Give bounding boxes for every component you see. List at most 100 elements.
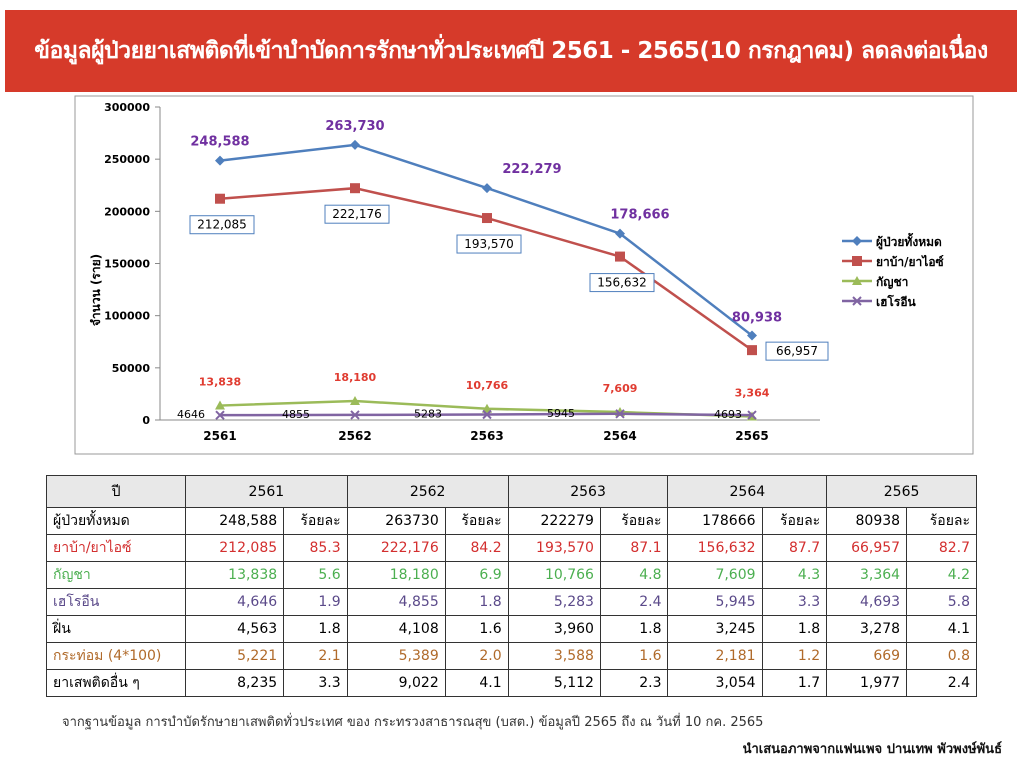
y-tick-label: 100000	[104, 310, 150, 323]
data-label: 66,957	[776, 344, 818, 358]
row-label: ยาเสพติดอื่น ๆ	[45, 669, 187, 697]
table-cell: 3.3	[283, 669, 348, 697]
table-cell: 5.8	[906, 588, 977, 616]
table-cell: 1.6	[599, 642, 669, 670]
y-tick-label: 0	[142, 414, 150, 427]
table-cell: 5,283	[507, 588, 601, 616]
point-marker	[482, 183, 492, 194]
table-cell: 6.9	[444, 561, 509, 589]
page-title: ข้อมูลผู้ป่วยยาเสพติดที่เข้าบำบัดการรักษ…	[5, 10, 1017, 92]
x-tick-label: 2562	[338, 429, 371, 443]
table-cell: 1.8	[283, 615, 348, 643]
point-marker	[215, 400, 225, 410]
data-label: 156,632	[597, 276, 647, 290]
table-cell: 1.7	[761, 669, 828, 697]
data-label: 3,364	[735, 386, 770, 399]
data-label: 4855	[282, 408, 310, 421]
header-cell: 2561	[185, 475, 348, 508]
data-label-box	[589, 273, 655, 293]
table-cell: 87.1	[599, 534, 669, 562]
table-cell: 85.3	[283, 534, 348, 562]
data-label: 13,838	[199, 376, 241, 389]
point-marker	[615, 251, 625, 262]
table-cell: 4,855	[346, 588, 446, 616]
table-cell: 4.1	[906, 615, 977, 643]
table-cell: 4.3	[761, 561, 828, 589]
table-cell: 669	[826, 642, 908, 670]
table-cell: 4,108	[346, 615, 446, 643]
data-label-box	[189, 215, 255, 235]
data-label-box	[456, 234, 522, 254]
data-label: 222,176	[332, 207, 382, 221]
y-tick-label: 150000	[104, 258, 150, 271]
table-cell: ร้อยละ	[444, 507, 509, 535]
table-cell: 3,054	[667, 669, 763, 697]
table-cell: 4,646	[185, 588, 285, 616]
point-marker	[482, 213, 492, 224]
y-axis-label: จำนวน (ราย)	[89, 254, 103, 326]
table-cell: 263730	[346, 507, 446, 535]
table-cell: 18,180	[346, 561, 446, 589]
row-label: เฮโรอีน	[45, 588, 187, 616]
data-label: 7,609	[603, 382, 638, 395]
table-header-row: ปี 2561 2562 2563 2564 2565	[45, 475, 977, 508]
table-cell: 4,563	[185, 615, 285, 643]
table-cell: 3,960	[507, 615, 601, 643]
table-cell: 5.6	[283, 561, 348, 589]
data-label-box	[324, 204, 390, 224]
credit-note: นำเสนอภาพจากแฟนเพจ ปานเทพ พัวพงษ์พันธ์	[742, 742, 1002, 757]
table-cell: 3,245	[667, 615, 763, 643]
point-marker	[215, 193, 225, 204]
legend-label: ยาบ้า/ยาไอซ์	[876, 254, 944, 269]
header-cell: 2565	[826, 475, 977, 508]
row-label: ยาบ้า/ยาไอซ์	[45, 534, 187, 562]
point-marker	[350, 396, 360, 406]
data-label: 4646	[177, 408, 205, 421]
table-cell: 1.8	[761, 615, 828, 643]
table-cell: 7,609	[667, 561, 763, 589]
data-label: 80,938	[732, 311, 782, 326]
point-marker	[852, 236, 862, 246]
table-cell: 193,570	[507, 534, 601, 562]
table-cell: 5,221	[185, 642, 285, 670]
header-cell: 2564	[667, 475, 828, 508]
table-cell: 9,022	[346, 669, 446, 697]
source-note: จากฐานข้อมูล การบำบัดรักษายาเสพติดทั่วปร…	[62, 715, 764, 730]
data-label: 18,180	[334, 371, 377, 384]
table-cell: 4.2	[906, 561, 977, 589]
y-tick-label: 250000	[104, 153, 150, 166]
table-cell: 1.8	[599, 615, 669, 643]
table-cell: 3.3	[761, 588, 828, 616]
y-tick-label: 50000	[112, 362, 151, 375]
table-cell: 80938	[826, 507, 908, 535]
data-label: 248,588	[190, 135, 249, 150]
table-cell: 87.7	[761, 534, 828, 562]
table-cell: 1.9	[283, 588, 348, 616]
table-cell: 1,977	[826, 669, 908, 697]
table-cell: 2.4	[599, 588, 669, 616]
point-marker	[215, 155, 225, 166]
table-cell: 2.3	[599, 669, 669, 697]
point-marker	[747, 330, 757, 341]
header-cell: 2563	[507, 475, 669, 508]
point-marker	[852, 276, 862, 285]
table-cell: 248,588	[185, 507, 285, 535]
table-cell: 1.2	[761, 642, 828, 670]
data-label: 5945	[547, 407, 575, 420]
legend-label: ผู้ป่วยทั้งหมด	[876, 232, 942, 250]
table-cell: 222279	[507, 507, 601, 535]
chart-frame	[74, 95, 974, 455]
x-tick-label: 2564	[603, 429, 636, 443]
data-label: 222,279	[502, 162, 561, 177]
table-cell: 8,235	[185, 669, 285, 697]
row-label: กระท่อม (4*100)	[45, 642, 187, 670]
table-cell: 13,838	[185, 561, 285, 589]
table-cell: 2,181	[667, 642, 763, 670]
x-tick-label: 2563	[470, 429, 503, 443]
point-marker	[747, 410, 757, 420]
row-label: ผู้ป่วยทั้งหมด	[45, 507, 187, 535]
table-row: เฮโรอีน 4,646 1.9 4,855 1.8 5,283 2.4 5,945 3.3 4…	[45, 588, 977, 616]
table-cell: 178666	[667, 507, 763, 535]
table-row: ยาเสพติดอื่น ๆ 8,235 3.3 9,022 4.1 5,112 2.3 3,…	[45, 669, 977, 697]
table-row: ฝิ่น 4,563 1.8 4,108 1.6 3,960 1.8 3,245 1.8 3,27…	[45, 615, 977, 643]
